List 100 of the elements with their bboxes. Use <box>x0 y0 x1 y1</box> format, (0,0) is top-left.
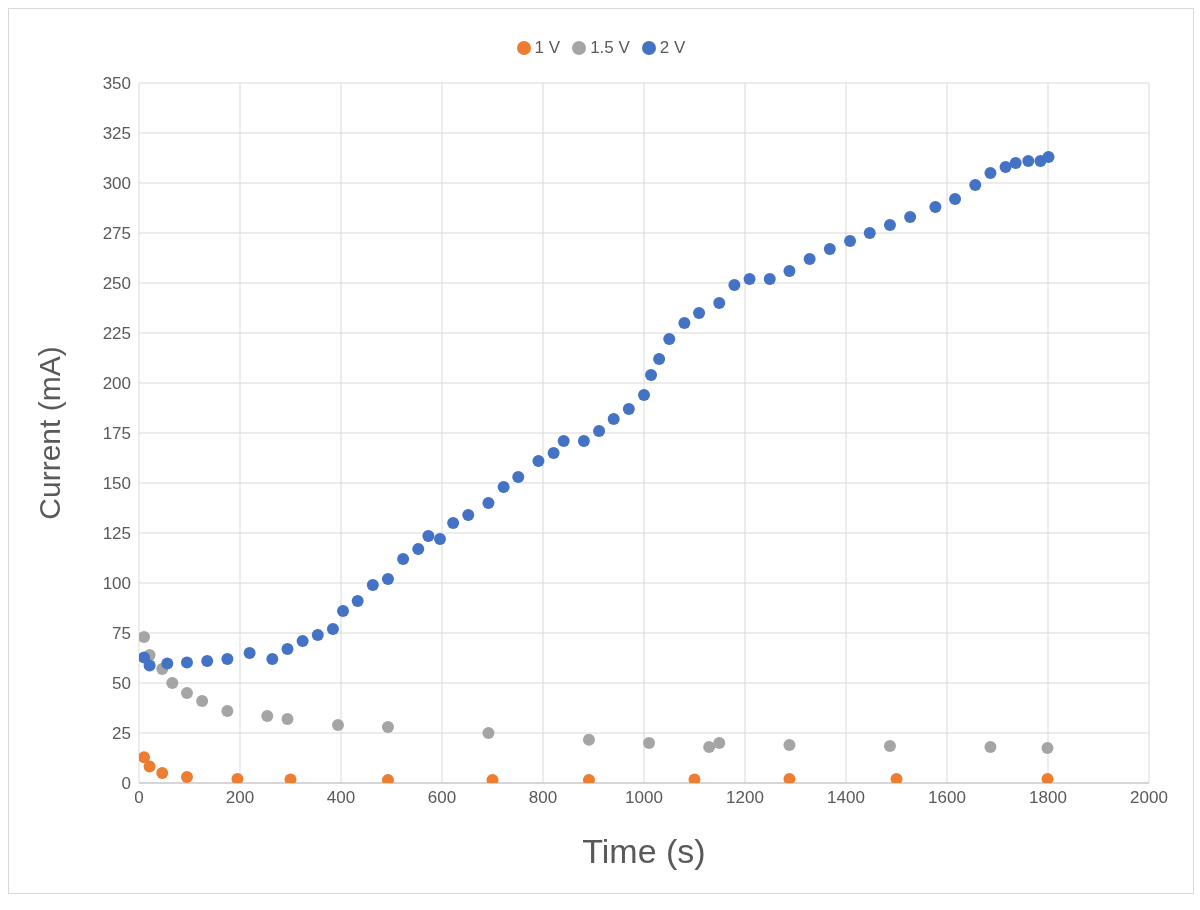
point <box>139 651 151 664</box>
point <box>593 425 606 437</box>
point <box>984 741 997 753</box>
point <box>284 773 297 783</box>
point <box>823 243 836 255</box>
point <box>497 481 510 493</box>
point <box>622 403 635 415</box>
point <box>643 737 656 749</box>
point <box>783 773 796 783</box>
legend-label: 2 V <box>658 38 686 58</box>
point <box>221 705 234 717</box>
point <box>803 253 816 265</box>
y-tick-label: 50 <box>112 674 131 694</box>
point <box>783 265 796 277</box>
point <box>161 657 174 670</box>
point <box>180 656 193 669</box>
point <box>266 653 279 665</box>
point <box>743 273 756 285</box>
y-tick-label: 25 <box>112 724 131 744</box>
point <box>412 543 425 555</box>
y-tick-label: 350 <box>102 74 131 94</box>
y-tick-label: 125 <box>102 524 131 544</box>
point <box>381 721 394 733</box>
point <box>482 497 495 509</box>
point <box>713 297 726 309</box>
point <box>688 773 701 783</box>
point <box>663 333 676 345</box>
point <box>653 353 666 365</box>
y-tick-label: 300 <box>102 174 131 194</box>
point <box>397 553 410 565</box>
point <box>557 435 570 447</box>
point <box>883 740 896 752</box>
x-tick-label: 2000 <box>1130 788 1168 808</box>
point <box>351 595 364 607</box>
x-axis-title: Time (s) <box>582 832 706 870</box>
point <box>984 167 997 179</box>
point <box>422 530 435 542</box>
point <box>904 211 917 223</box>
y-tick-label: 250 <box>102 274 131 294</box>
point <box>156 767 169 779</box>
point <box>863 227 876 239</box>
y-tick-label: 0 <box>121 774 131 794</box>
point <box>713 737 726 749</box>
point <box>693 307 706 319</box>
y-tick-label: 150 <box>102 474 131 494</box>
point <box>143 760 156 773</box>
legend-label: 1.5 V <box>589 38 630 58</box>
x-tick-label: 800 <box>528 788 558 808</box>
x-tick-label: 0 <box>134 788 144 808</box>
x-tick-label: 1600 <box>928 788 966 808</box>
x-tick-label: 1800 <box>1029 788 1067 808</box>
x-tick-label: 200 <box>225 788 255 808</box>
point <box>331 719 344 731</box>
point <box>462 509 475 521</box>
point <box>703 741 716 753</box>
point <box>582 733 595 746</box>
point <box>1041 773 1054 783</box>
y-tick-label: 275 <box>102 224 131 244</box>
point <box>311 629 324 641</box>
point <box>645 369 658 381</box>
point <box>243 647 256 659</box>
point <box>783 739 796 751</box>
point <box>296 635 309 647</box>
point <box>281 713 294 725</box>
point <box>547 447 560 459</box>
y-tick-label: 225 <box>102 324 131 344</box>
point <box>447 517 460 529</box>
x-tick-label: 600 <box>427 788 457 808</box>
point <box>281 643 294 655</box>
point <box>1009 157 1022 169</box>
y-tick-label: 175 <box>102 424 131 444</box>
point <box>326 623 339 635</box>
point <box>221 653 234 665</box>
point <box>201 655 214 667</box>
point <box>763 273 776 285</box>
point <box>1022 155 1035 167</box>
point <box>196 695 209 707</box>
y-axis-title: Current (mA) <box>32 346 66 520</box>
point <box>180 771 193 783</box>
point <box>890 773 903 783</box>
y-tick-label: 75 <box>112 624 131 644</box>
point <box>949 193 962 205</box>
point <box>143 659 156 672</box>
x-tick-label: 400 <box>326 788 356 808</box>
point <box>577 435 590 447</box>
point <box>139 751 151 764</box>
point <box>638 389 650 401</box>
x-tick-label: 1200 <box>726 788 764 808</box>
point <box>607 413 620 425</box>
point <box>883 219 896 231</box>
point <box>261 710 274 722</box>
point <box>139 631 151 643</box>
point <box>512 471 525 483</box>
point <box>337 605 350 617</box>
legend-label: 1 V <box>533 38 561 58</box>
point <box>844 235 857 247</box>
point <box>433 533 446 545</box>
point <box>166 677 179 689</box>
y-tick-label: 200 <box>102 374 131 394</box>
y-tick-label: 325 <box>102 124 131 144</box>
